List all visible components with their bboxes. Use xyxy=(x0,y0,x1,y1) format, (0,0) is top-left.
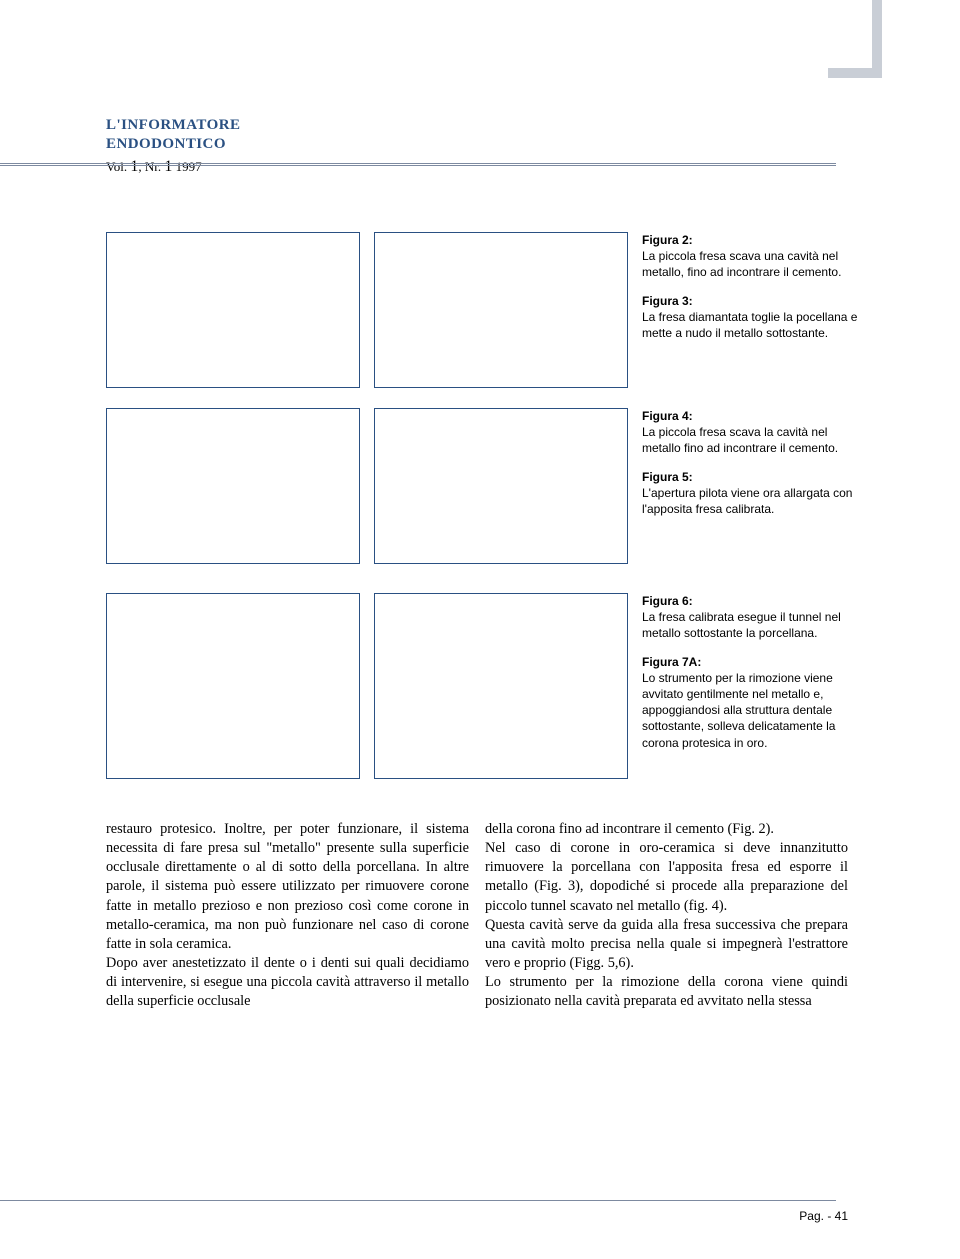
figure-5-box xyxy=(374,408,628,564)
figure-7a-text: Lo strumento per la rimozione viene avvi… xyxy=(642,671,835,750)
figure-4-label: Figura 4: xyxy=(642,409,693,423)
body-col-1: restauro protesico. Inoltre, per poter f… xyxy=(106,820,469,1012)
caption-col-1: Figura 2: La piccola fresa scava una cav… xyxy=(642,232,866,388)
figure-row-2: Figura 4: La piccola fresa scava la cavi… xyxy=(106,408,866,564)
figure-4-caption: Figura 4: La piccola fresa scava la cavi… xyxy=(642,408,866,457)
caption-col-2: Figura 4: La piccola fresa scava la cavi… xyxy=(642,408,866,564)
figure-row-3: Figura 6: La fresa calibrata esegue il t… xyxy=(106,593,866,779)
figure-5-label: Figura 5: xyxy=(642,470,693,484)
nr-num: 1 xyxy=(164,158,172,175)
figure-6-text: La fresa calibrata esegue il tunnel nel … xyxy=(642,610,841,640)
figure-3-text: La fresa diamantata toglie la pocellana … xyxy=(642,310,857,340)
body-text: restauro protesico. Inoltre, per poter f… xyxy=(106,820,848,1012)
title-line-1: L'INFORMATORE xyxy=(106,117,240,133)
footer-rule xyxy=(0,1200,836,1201)
col1-text: restauro protesico. Inoltre, per poter f… xyxy=(106,820,469,1012)
body-col-2: della corona fino ad incontrare il cemen… xyxy=(485,820,848,1012)
title-line-2: ENDODONTICO xyxy=(106,136,226,152)
figure-2-box xyxy=(106,232,360,388)
figure-4-box xyxy=(106,408,360,564)
header-rule-2 xyxy=(0,165,836,166)
nr-label: Nr. xyxy=(145,159,161,174)
journal-title: L'INFORMATORE ENDODONTICO xyxy=(106,116,240,154)
journal-header: L'INFORMATORE ENDODONTICO Vol. 1, Nr. 1 … xyxy=(106,116,240,176)
year: 1997 xyxy=(176,159,202,174)
figure-7a-caption: Figura 7A: Lo strumento per la rimozione… xyxy=(642,654,866,751)
figure-7a-box xyxy=(374,593,628,779)
col2-text: della corona fino ad incontrare il cemen… xyxy=(485,820,848,1012)
journal-issue: Vol. 1, Nr. 1 1997 xyxy=(106,158,240,176)
figure-row-1: Figura 2: La piccola fresa scava una cav… xyxy=(106,232,866,388)
figure-4-text: La piccola fresa scava la cavità nel met… xyxy=(642,425,838,455)
figure-6-caption: Figura 6: La fresa calibrata esegue il t… xyxy=(642,593,866,642)
figure-3-caption: Figura 3: La fresa diamantata toglie la … xyxy=(642,293,866,342)
figure-3-label: Figura 3: xyxy=(642,294,693,308)
header-rule-1 xyxy=(0,163,836,164)
figure-3-box xyxy=(374,232,628,388)
figure-2-label: Figura 2: xyxy=(642,233,693,247)
figure-6-box xyxy=(106,593,360,779)
corner-decoration xyxy=(828,0,882,78)
vol-label: Vol. xyxy=(106,159,127,174)
figure-2-caption: Figura 2: La piccola fresa scava una cav… xyxy=(642,232,866,281)
figure-6-label: Figura 6: xyxy=(642,594,693,608)
figure-5-text: L'apertura pilota viene ora allargata co… xyxy=(642,486,852,516)
caption-col-3: Figura 6: La fresa calibrata esegue il t… xyxy=(642,593,866,779)
figure-7a-label: Figura 7A: xyxy=(642,655,701,669)
figure-2-text: La piccola fresa scava una cavità nel me… xyxy=(642,249,841,279)
figure-5-caption: Figura 5: L'apertura pilota viene ora al… xyxy=(642,469,866,518)
page-number: Pag. - 41 xyxy=(799,1209,848,1223)
